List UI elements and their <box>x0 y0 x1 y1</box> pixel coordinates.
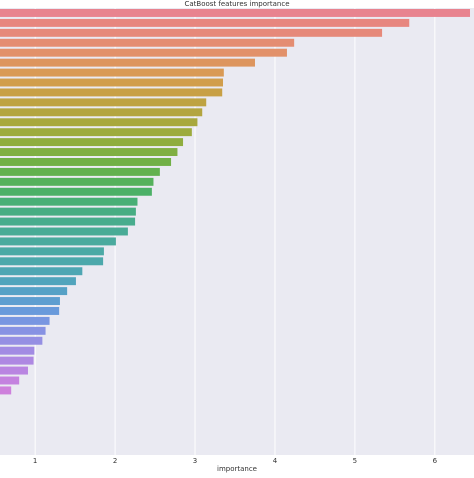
bar <box>0 356 34 365</box>
bar <box>0 316 50 325</box>
bar <box>0 346 35 355</box>
bar <box>0 157 172 166</box>
bar <box>0 28 383 37</box>
bar <box>0 376 20 385</box>
bar <box>0 267 83 276</box>
bar <box>0 58 255 67</box>
x-tick-label: 2 <box>113 457 117 465</box>
bar <box>0 78 224 87</box>
bar <box>0 167 160 176</box>
bar <box>0 306 60 315</box>
bar <box>0 18 410 27</box>
bar <box>0 187 152 196</box>
chart-title: CatBoost features importance <box>184 0 289 8</box>
bar <box>0 207 136 216</box>
bar <box>0 277 76 286</box>
x-tick-label: 6 <box>433 457 438 465</box>
bar <box>0 287 68 296</box>
bar <box>0 197 138 206</box>
x-tick-label: 5 <box>353 457 357 465</box>
x-tick-label: 4 <box>273 457 278 465</box>
bar <box>0 217 136 226</box>
x-tick-label: 3 <box>193 457 197 465</box>
x-axis-label: importance <box>217 465 257 473</box>
bar <box>0 336 43 345</box>
bar <box>0 128 192 137</box>
bar <box>0 48 287 57</box>
bar <box>0 98 207 107</box>
bar <box>0 118 198 127</box>
bar <box>0 138 184 147</box>
bar <box>0 366 28 375</box>
bar <box>0 237 116 246</box>
bar <box>0 38 295 47</box>
bar <box>0 148 178 157</box>
bar <box>0 227 128 236</box>
bar <box>0 108 203 117</box>
bar <box>0 88 223 97</box>
bar <box>0 257 104 266</box>
bar <box>0 386 12 395</box>
bar <box>0 8 471 17</box>
bar <box>0 297 60 306</box>
bar <box>0 326 46 335</box>
x-tick-label: 1 <box>33 457 37 465</box>
bar <box>0 247 104 256</box>
bar <box>0 68 224 77</box>
bar <box>0 177 154 186</box>
